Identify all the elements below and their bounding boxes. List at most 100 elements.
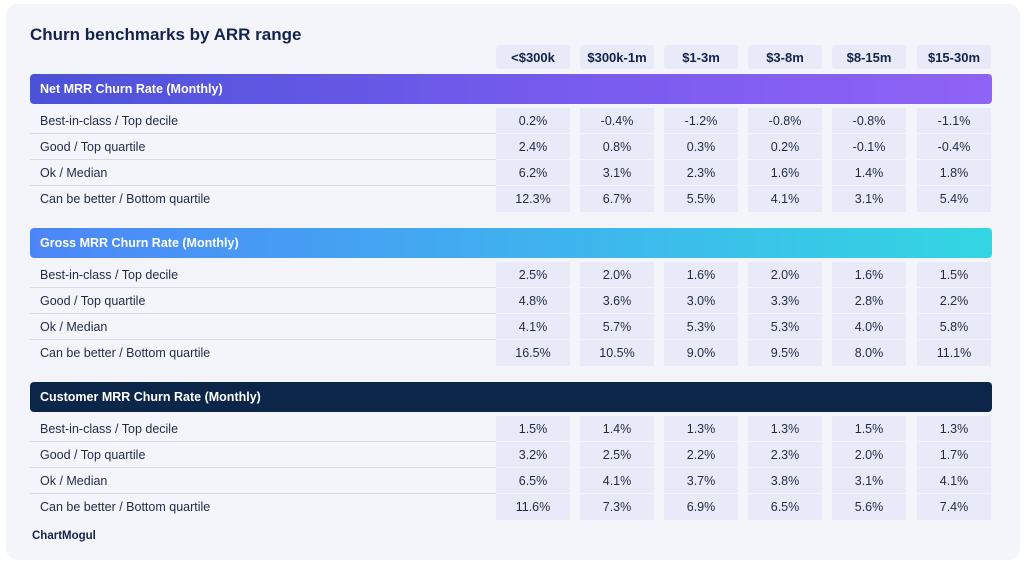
- table-row: Best-in-class / Top decile 2.5% 2.0% 1.6% 2.…: [30, 262, 992, 288]
- table-cell: 2.5%: [580, 442, 654, 467]
- table-cell: 7.4%: [917, 494, 991, 520]
- table-cell: 4.1%: [580, 468, 654, 493]
- table-cell: 6.9%: [664, 494, 738, 520]
- table-cell: 6.5%: [748, 494, 822, 520]
- row-label: Best-in-class / Top decile: [40, 422, 179, 436]
- column-header: $300k-1m: [580, 45, 654, 69]
- table-cell: 12.3%: [496, 186, 570, 212]
- table-row: Can be better / Bottom quartile 11.6% 7.3%…: [30, 494, 992, 520]
- table-cell: 2.0%: [748, 262, 822, 287]
- table-cell: 2.2%: [664, 442, 738, 467]
- table-cell: 4.1%: [496, 314, 570, 339]
- table-cell: 8.0%: [832, 340, 906, 366]
- table-cell: 1.3%: [664, 416, 738, 441]
- section-header-customer-mrr-churn: Customer MRR Churn Rate (Monthly): [30, 382, 992, 412]
- row-label: Good / Top quartile: [40, 140, 146, 154]
- table-cell: 3.3%: [748, 288, 822, 313]
- row-label: Ok / Median: [40, 320, 108, 334]
- table-cell: 3.1%: [580, 160, 654, 185]
- table-cell: 3.6%: [580, 288, 654, 313]
- table-cell: 1.7%: [917, 442, 991, 467]
- table-cell: 1.4%: [580, 416, 654, 441]
- table-cell: 1.3%: [917, 416, 991, 441]
- row-label: Good / Top quartile: [40, 294, 146, 308]
- table-cell: -1.2%: [664, 108, 738, 133]
- table-cell: 3.8%: [748, 468, 822, 493]
- table-cell: 2.3%: [664, 160, 738, 185]
- table-row: Best-in-class / Top decile 0.2% -0.4% -1.2%…: [30, 108, 992, 134]
- section-header-net-mrr-churn: Net MRR Churn Rate (Monthly): [30, 74, 992, 104]
- table-cell: 2.8%: [832, 288, 906, 313]
- table-cell: 1.4%: [832, 160, 906, 185]
- table-cell: 2.0%: [580, 262, 654, 287]
- table-cell: -0.8%: [748, 108, 822, 133]
- table-cell: 5.3%: [748, 314, 822, 339]
- table-cell: 5.8%: [917, 314, 991, 339]
- column-header: $1-3m: [664, 45, 738, 69]
- table-cell: 1.5%: [832, 416, 906, 441]
- table-cell: 0.8%: [580, 134, 654, 159]
- table-cell: 2.4%: [496, 134, 570, 159]
- row-label: Can be better / Bottom quartile: [40, 192, 211, 206]
- row-label: Can be better / Bottom quartile: [40, 346, 211, 360]
- table-cell: 10.5%: [580, 340, 654, 366]
- row-divider: [30, 467, 496, 468]
- column-header: $15-30m: [917, 45, 991, 69]
- column-header: <$300k: [496, 45, 570, 69]
- table-cell: 11.1%: [917, 340, 991, 366]
- table-cell: 3.1%: [832, 186, 906, 212]
- table-cell: -0.4%: [917, 134, 991, 159]
- table-row: Can be better / Bottom quartile 12.3% 6.7%…: [30, 186, 992, 212]
- row-divider: [30, 339, 496, 340]
- column-header: $8-15m: [832, 45, 906, 69]
- chartmogul-logo: ChartMogul: [32, 530, 96, 542]
- table-cell: 4.1%: [917, 468, 991, 493]
- table-row: Good / Top quartile 3.2% 2.5% 2.2% 2.3% 2.0% 1…: [30, 442, 992, 468]
- row-divider: [30, 159, 496, 160]
- table-cell: 1.5%: [917, 262, 991, 287]
- table-cell: -0.8%: [832, 108, 906, 133]
- row-label: Ok / Median: [40, 166, 108, 180]
- row-label: Can be better / Bottom quartile: [40, 500, 211, 514]
- table-cell: 5.6%: [832, 494, 906, 520]
- table-cell: 0.3%: [664, 134, 738, 159]
- table-cell: 4.0%: [832, 314, 906, 339]
- row-label: Best-in-class / Top decile: [40, 268, 179, 282]
- table-row: Can be better / Bottom quartile 16.5% 10.5…: [30, 340, 992, 366]
- table-row: Good / Top quartile 2.4% 0.8% 0.3% 0.2% -0.1%…: [30, 134, 992, 160]
- table-row: Ok / Median 6.2% 3.1% 2.3% 1.6% 1.4% 1.8%: [30, 160, 992, 186]
- table-cell: 3.2%: [496, 442, 570, 467]
- table-cell: -1.1%: [917, 108, 991, 133]
- row-divider: [30, 287, 496, 288]
- section-header-gross-mrr-churn: Gross MRR Churn Rate (Monthly): [30, 228, 992, 258]
- table-cell: 5.3%: [664, 314, 738, 339]
- table-cell: 3.7%: [664, 468, 738, 493]
- table-cell: 1.8%: [917, 160, 991, 185]
- table-cell: 1.6%: [748, 160, 822, 185]
- table-cell: 4.8%: [496, 288, 570, 313]
- row-divider: [30, 185, 496, 186]
- row-label: Good / Top quartile: [40, 448, 146, 462]
- chart-title: Churn benchmarks by ARR range: [30, 25, 302, 44]
- table-row: Best-in-class / Top decile 1.5% 1.4% 1.3% 1.…: [30, 416, 992, 442]
- table-cell: 6.2%: [496, 160, 570, 185]
- row-divider: [30, 133, 496, 134]
- table-cell: 5.4%: [917, 186, 991, 212]
- table-cell: 7.3%: [580, 494, 654, 520]
- table-cell: 1.3%: [748, 416, 822, 441]
- table-cell: 3.1%: [832, 468, 906, 493]
- table-cell: 9.0%: [664, 340, 738, 366]
- column-header: $3-8m: [748, 45, 822, 69]
- table-cell: -0.1%: [832, 134, 906, 159]
- table-cell: 3.0%: [664, 288, 738, 313]
- table-cell: 2.3%: [748, 442, 822, 467]
- table-cell: -0.4%: [580, 108, 654, 133]
- table-cell: 16.5%: [496, 340, 570, 366]
- table-cell: 1.6%: [664, 262, 738, 287]
- table-cell: 5.7%: [580, 314, 654, 339]
- table-cell: 1.6%: [832, 262, 906, 287]
- row-divider: [30, 493, 496, 494]
- row-divider: [30, 313, 496, 314]
- table-cell: 0.2%: [496, 108, 570, 133]
- table-cell: 11.6%: [496, 494, 570, 520]
